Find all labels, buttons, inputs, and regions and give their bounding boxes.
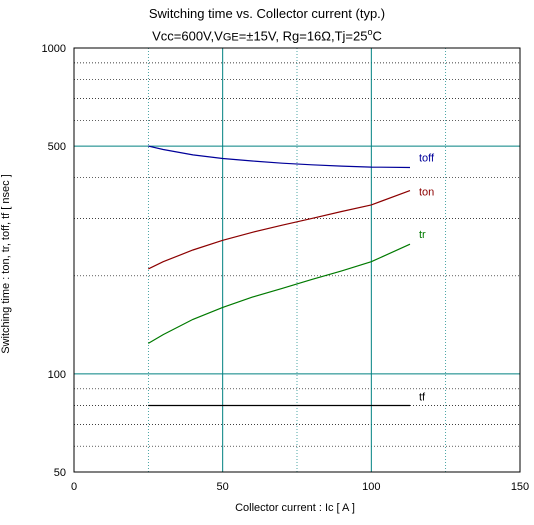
y-tick-label: 100 xyxy=(48,369,66,381)
series-line-toff xyxy=(148,145,411,169)
subtitle-part-pre: Vcc=600V,V xyxy=(152,28,223,44)
plot-frame xyxy=(73,47,521,473)
x-axis-label: Collector current : Ic [ A ] xyxy=(235,502,355,514)
series-label-toff: toff xyxy=(419,152,435,164)
series-label-tr: tr xyxy=(419,229,426,241)
chart-title: Switching time vs. Collector current (ty… xyxy=(148,6,386,21)
subtitle-part-sup: o xyxy=(367,27,373,37)
series-label-tf: tf xyxy=(419,391,426,403)
x-tick-label: 100 xyxy=(362,481,380,493)
chart-subtitle: Vcc=600V,VGE=±15V, Rg=16Ω,Tj=25oC xyxy=(0,27,534,43)
x-tick-label: 0 xyxy=(71,481,77,493)
x-tick-label: 150 xyxy=(511,481,529,493)
series-label-ton: ton xyxy=(419,187,434,199)
y-tick-label: 1000 xyxy=(42,43,66,55)
series-line-ton xyxy=(148,190,411,270)
series-line-tr xyxy=(147,243,411,344)
subtitle-part-mid: =±15V, Rg=16Ω,Tj=25 xyxy=(238,28,368,44)
x-tick-label: 50 xyxy=(217,481,229,493)
y-axis-label: Switching time : ton, tr, toff, tf [ nse… xyxy=(0,174,12,354)
subtitle-part-sub: GE xyxy=(222,31,239,44)
subtitle-part-post: C xyxy=(372,28,382,44)
y-tick-label: 50 xyxy=(54,467,66,479)
y-tick-label: 500 xyxy=(48,141,66,153)
